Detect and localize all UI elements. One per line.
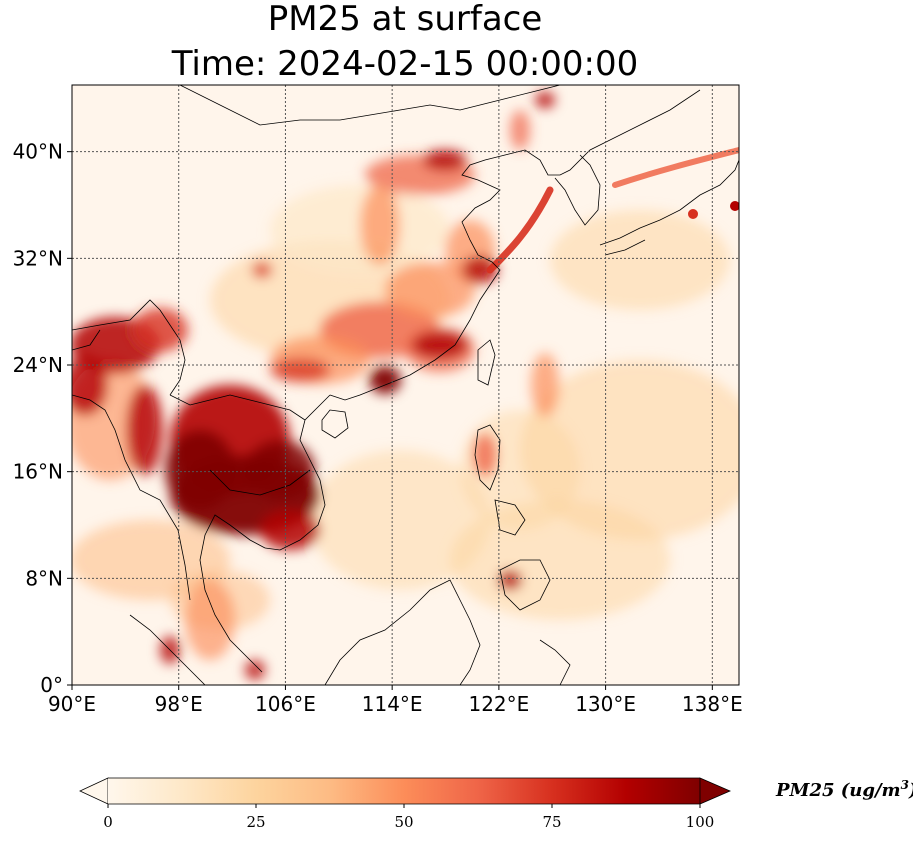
latitude-tick-label: 24°N (13, 353, 63, 377)
longitude-tick-label: 98°E (155, 692, 203, 716)
colorbar-tick-label: 0 (103, 813, 113, 831)
colorbar-tick-label: 25 (246, 813, 265, 831)
longitude-tick-label: 138°E (682, 692, 743, 716)
colorbar-tick-label: 75 (542, 813, 561, 831)
pollution-plumes (486, 147, 739, 274)
longitude-tick-label: 106°E (255, 692, 316, 716)
longitude-tick-label: 90°E (48, 692, 96, 716)
map-area (72, 85, 739, 685)
colorbar-tick-label: 50 (394, 813, 413, 831)
longitude-tick-label: 114°E (362, 692, 423, 716)
map-gridlines (72, 85, 739, 685)
longitude-tick-label: 122°E (468, 692, 529, 716)
colorbar-extend-min (79, 777, 109, 805)
colorbar-extend-max (699, 777, 732, 805)
longitude-tick-label: 130°E (575, 692, 636, 716)
latitude-tick-label: 8°N (25, 566, 63, 590)
longitude-axis: 90°E 98°E 106°E 114°E 122°E 130°E 138°E (48, 685, 743, 716)
latitude-tick-label: 40°N (13, 140, 63, 164)
colorbar-ticks: 0 25 50 75 100 (103, 804, 714, 831)
latitude-tick-label: 0° (40, 673, 63, 697)
latitude-tick-label: 16°N (13, 460, 63, 484)
latitude-axis: 0° 8°N 16°N 24°N 32°N 40°N (13, 140, 72, 697)
pm25-field (72, 92, 739, 680)
map-title-line-1: PM25 at surface (267, 0, 543, 39)
colorbar-label: PM25 (ug/m3) (776, 778, 913, 801)
colorbar-bar (108, 778, 700, 804)
map-frame (71, 84, 740, 686)
latitude-tick-label: 32°N (13, 246, 63, 270)
map-title-line-2: Time: 2024-02-15 00:00:00 (171, 44, 639, 84)
colorbar: 0 25 50 75 100 (79, 777, 732, 831)
colorbar-tick-label: 100 (686, 813, 715, 831)
